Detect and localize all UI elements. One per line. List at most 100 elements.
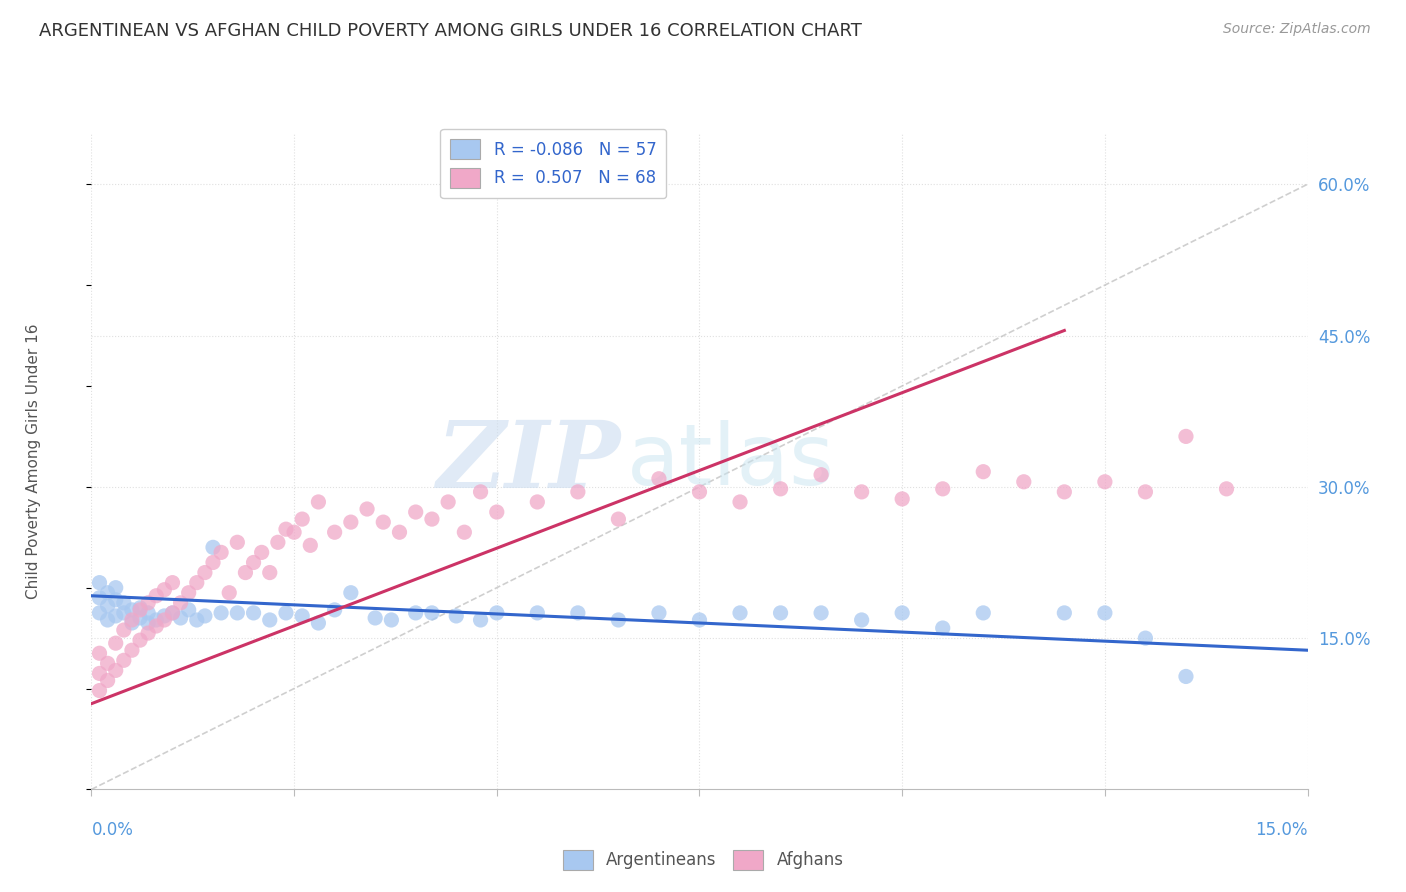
- Point: [810, 467, 832, 482]
- Point: [112, 623, 135, 637]
- Point: [607, 613, 630, 627]
- Point: [104, 664, 127, 678]
- Point: [218, 586, 240, 600]
- Text: atlas: atlas: [627, 420, 835, 503]
- Point: [1094, 606, 1116, 620]
- Point: [648, 606, 671, 620]
- Point: [250, 545, 273, 559]
- Point: [153, 582, 176, 597]
- Point: [291, 609, 314, 624]
- Point: [202, 541, 225, 555]
- Point: [485, 606, 508, 620]
- Point: [931, 621, 953, 635]
- Point: [89, 606, 111, 620]
- Point: [136, 596, 159, 610]
- Point: [89, 683, 111, 698]
- Point: [162, 575, 184, 590]
- Point: [97, 613, 120, 627]
- Point: [470, 484, 492, 499]
- Point: [1135, 484, 1157, 499]
- Point: [972, 465, 994, 479]
- Point: [97, 657, 120, 671]
- Point: [340, 586, 363, 600]
- Point: [129, 603, 152, 617]
- Point: [526, 606, 548, 620]
- Text: 0.0%: 0.0%: [91, 821, 134, 838]
- Text: 15.0%: 15.0%: [1256, 821, 1308, 838]
- Point: [162, 606, 184, 620]
- Point: [380, 613, 402, 627]
- Point: [153, 613, 176, 627]
- Point: [299, 538, 322, 552]
- Point: [891, 606, 914, 620]
- Point: [235, 566, 257, 580]
- Legend: Argentineans, Afghans: Argentineans, Afghans: [555, 843, 851, 877]
- Point: [136, 606, 159, 620]
- Point: [373, 515, 395, 529]
- Point: [1215, 482, 1237, 496]
- Point: [121, 603, 143, 617]
- Point: [420, 606, 443, 620]
- Point: [453, 525, 475, 540]
- Point: [202, 556, 225, 570]
- Point: [567, 606, 589, 620]
- Point: [112, 596, 135, 610]
- Point: [89, 591, 111, 605]
- Point: [242, 606, 264, 620]
- Point: [274, 522, 297, 536]
- Point: [136, 626, 159, 640]
- Point: [444, 609, 467, 624]
- Point: [209, 606, 232, 620]
- Point: [162, 606, 184, 620]
- Point: [97, 673, 120, 688]
- Point: [891, 491, 914, 506]
- Point: [104, 609, 127, 624]
- Point: [186, 613, 208, 627]
- Point: [112, 606, 135, 620]
- Point: [851, 484, 873, 499]
- Point: [97, 599, 120, 613]
- Point: [104, 636, 127, 650]
- Point: [405, 505, 427, 519]
- Point: [129, 600, 152, 615]
- Point: [485, 505, 508, 519]
- Point: [470, 613, 492, 627]
- Point: [437, 495, 460, 509]
- Point: [259, 566, 281, 580]
- Point: [728, 606, 751, 620]
- Text: ARGENTINEAN VS AFGHAN CHILD POVERTY AMONG GIRLS UNDER 16 CORRELATION CHART: ARGENTINEAN VS AFGHAN CHILD POVERTY AMON…: [39, 22, 862, 40]
- Point: [323, 603, 346, 617]
- Point: [607, 512, 630, 526]
- Point: [1135, 631, 1157, 645]
- Point: [129, 633, 152, 648]
- Point: [186, 575, 208, 590]
- Point: [104, 581, 127, 595]
- Point: [323, 525, 346, 540]
- Point: [340, 515, 363, 529]
- Point: [283, 525, 305, 540]
- Point: [388, 525, 411, 540]
- Point: [194, 566, 217, 580]
- Point: [420, 512, 443, 526]
- Text: Source: ZipAtlas.com: Source: ZipAtlas.com: [1223, 22, 1371, 37]
- Point: [291, 512, 314, 526]
- Point: [169, 596, 191, 610]
- Point: [89, 666, 111, 681]
- Point: [104, 592, 127, 607]
- Point: [1012, 475, 1035, 489]
- Point: [153, 609, 176, 624]
- Point: [1053, 606, 1076, 620]
- Point: [145, 619, 167, 633]
- Point: [169, 611, 191, 625]
- Point: [121, 615, 143, 630]
- Point: [136, 615, 159, 630]
- Text: Child Poverty Among Girls Under 16: Child Poverty Among Girls Under 16: [25, 324, 41, 599]
- Point: [307, 615, 329, 630]
- Point: [112, 653, 135, 667]
- Point: [526, 495, 548, 509]
- Point: [97, 586, 120, 600]
- Point: [242, 556, 264, 570]
- Point: [1175, 429, 1198, 443]
- Text: ZIP: ZIP: [436, 417, 620, 507]
- Point: [129, 611, 152, 625]
